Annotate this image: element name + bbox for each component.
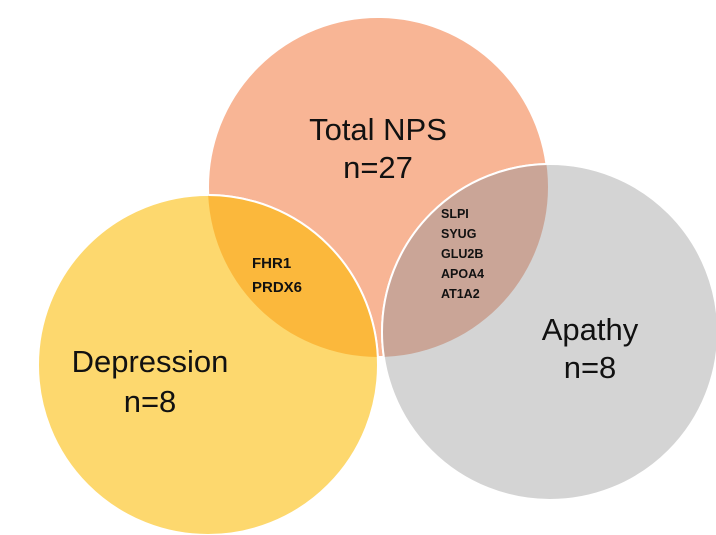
- set-label: Total NPS: [309, 112, 447, 147]
- gene-label: AT1A2: [441, 287, 480, 301]
- gene-label: GLU2B: [441, 247, 483, 261]
- gene-lists: FHR1 PRDX6 SLPI SYUG GLU2B APOA4 AT1A2: [252, 207, 484, 301]
- set-count: n=27: [343, 150, 413, 185]
- set-count: n=8: [564, 350, 617, 385]
- overlap-nps-apathy: [381, 163, 548, 357]
- gene-label: SLPI: [441, 207, 469, 221]
- set-label: Depression: [72, 344, 229, 379]
- overlap-nps-depression: [208, 194, 379, 357]
- set-count: n=8: [124, 384, 177, 419]
- gene-label: SYUG: [441, 227, 476, 241]
- set-label: Apathy: [542, 312, 639, 347]
- gene-label: FHR1: [252, 255, 291, 272]
- gene-label: APOA4: [441, 267, 484, 281]
- gene-label: PRDX6: [252, 279, 302, 296]
